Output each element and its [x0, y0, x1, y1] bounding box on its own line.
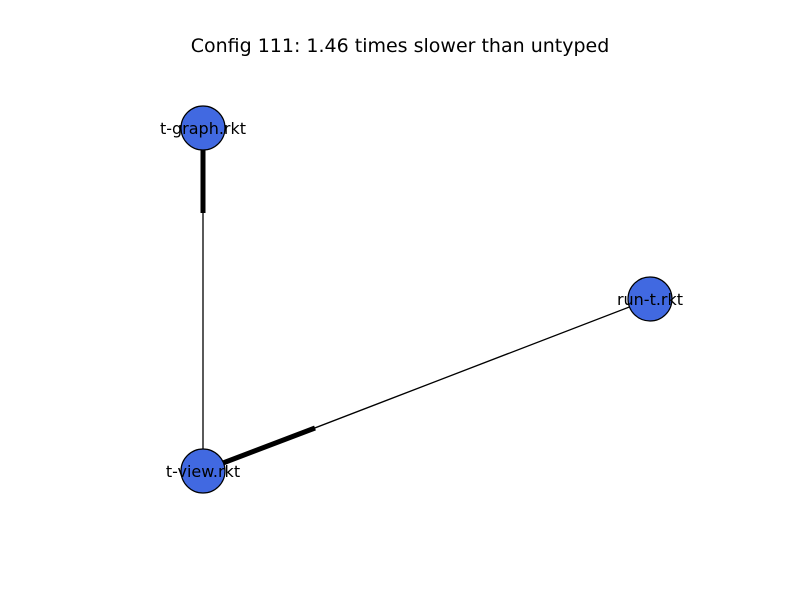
node-t-graph: t-graph.rkt [160, 105, 246, 151]
node-label: t-view.rkt [166, 462, 240, 481]
node-circle [180, 105, 226, 151]
node-label: t-graph.rkt [160, 119, 246, 138]
edge-emphasis-t-view-end [222, 425, 316, 466]
diagram-title: Config 111: 1.46 times slower than untyp… [190, 35, 610, 57]
node-run-t: run-t.rkt [617, 276, 683, 322]
node-label: run-t.rkt [617, 290, 683, 309]
node-circle [180, 448, 226, 494]
node-circle [627, 276, 673, 322]
edge-t-view-run-t [202, 298, 651, 472]
node-t-view: t-view.rkt [166, 448, 240, 494]
